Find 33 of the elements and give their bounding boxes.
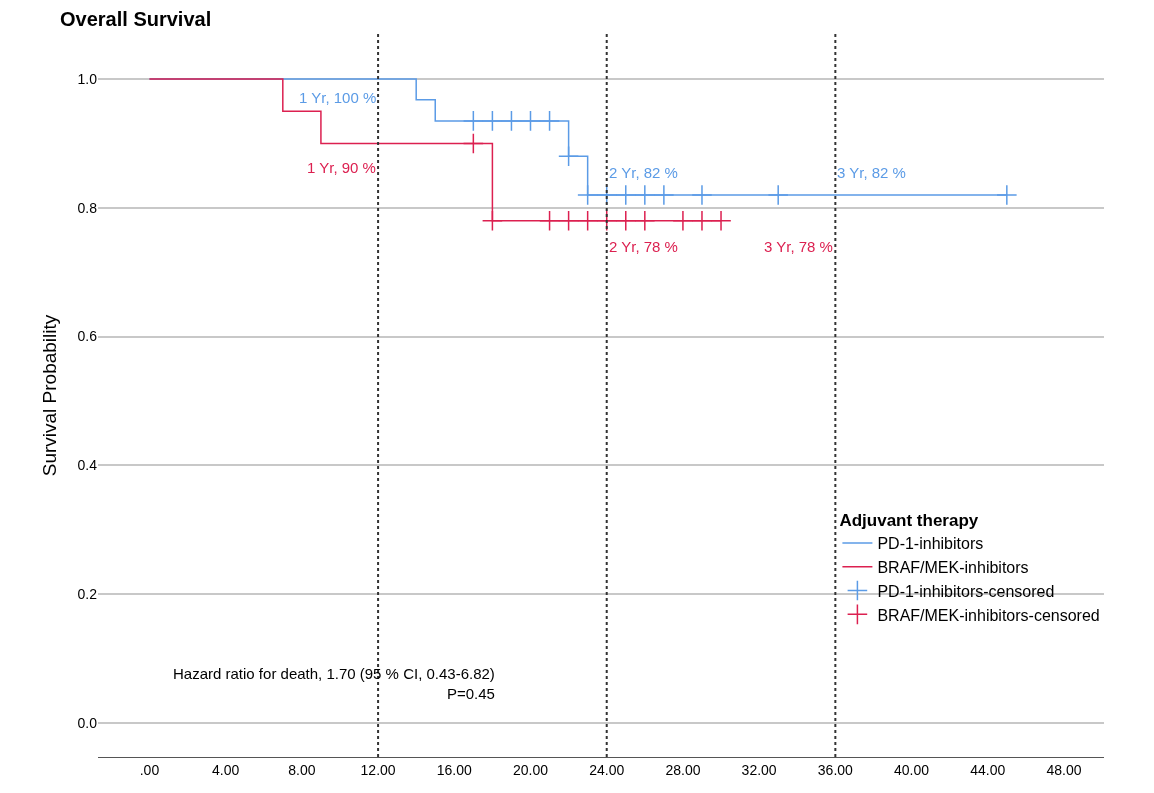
- x-tick-label: 24.00: [589, 761, 625, 778]
- x-tick-label: 8.00: [288, 761, 316, 778]
- annotation: Hazard ratio for death, 1.70 (95 % CI, 0.43-6.82) P=0.45: [173, 665, 495, 702]
- chart-title: Overall Survival: [60, 7, 212, 30]
- y-tick-label: 0.2: [77, 586, 98, 603]
- legend-label: BRAF/MEK-inhibitors: [877, 558, 1029, 576]
- x-tick-label: 12.00: [360, 761, 396, 778]
- legend-label: BRAF/MEK-inhibitors-censored: [877, 606, 1100, 624]
- legend-title: Adjuvant therapy: [839, 511, 979, 531]
- annotation: 2 Yr, 78 %: [609, 238, 678, 255]
- y-tick-label: 0.4: [77, 457, 98, 474]
- x-tick-label: 36.00: [817, 761, 854, 778]
- x-tick-label: 16.00: [436, 761, 473, 778]
- y-tick-label: 0.8: [77, 199, 98, 216]
- annotation: 3 Yr, 82 %: [837, 164, 906, 181]
- annotation: 2 Yr, 82 %: [609, 164, 678, 181]
- y-tick-label: 0.0: [77, 714, 98, 731]
- x-tick-label: 4.00: [212, 761, 240, 778]
- y-tick-label: 1.0: [77, 70, 98, 87]
- legend-label: PD-1-inhibitors: [877, 535, 984, 553]
- x-tick-label: 20.00: [512, 761, 549, 778]
- annotation: 1 Yr, 90 %: [307, 159, 376, 176]
- x-tick-label: 48.00: [1046, 761, 1082, 778]
- x-tick-label: 40.00: [894, 761, 930, 778]
- annotation: 1 Yr, 100 %: [299, 89, 377, 106]
- annotation: 3 Yr, 78 %: [764, 238, 833, 255]
- x-tick-label: 28.00: [665, 761, 701, 778]
- legend-label: PD-1-inhibitors-censored: [877, 582, 1055, 600]
- y-axis-title: Survival Probability: [39, 314, 61, 477]
- x-tick-label: 44.00: [970, 761, 1006, 778]
- y-tick-label: 0.6: [77, 328, 98, 345]
- x-tick-label: .00: [139, 761, 160, 778]
- x-tick-label: 32.00: [741, 761, 777, 778]
